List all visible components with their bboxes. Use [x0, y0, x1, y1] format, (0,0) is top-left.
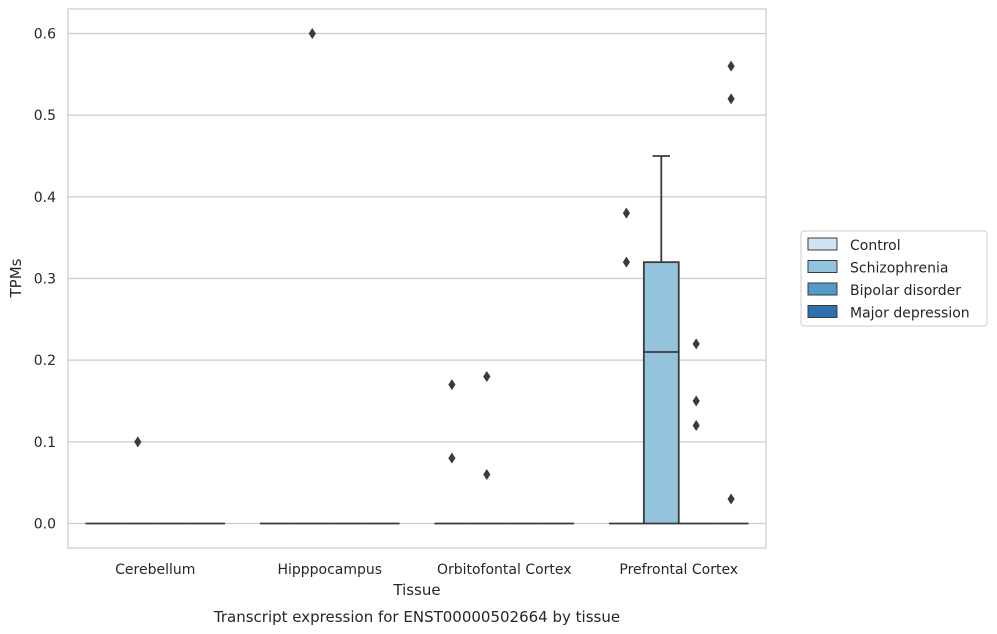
box-major-depression — [713, 60, 749, 525]
outlier-point — [448, 379, 456, 391]
outlier-point — [692, 338, 700, 350]
legend: Control Schizophrenia Bipolar disorder Majo… — [800, 230, 988, 327]
x-tick-label: Cerebellum — [115, 562, 195, 578]
box-control — [608, 207, 644, 525]
box-schizophrenia — [294, 28, 330, 525]
legend-swatch — [807, 237, 838, 251]
y-tick-label: 0.4 — [34, 190, 56, 206]
x-tick-label: Hipppocampus — [277, 562, 382, 578]
legend-swatch — [807, 305, 838, 318]
y-axis-label: TPMs — [7, 258, 25, 298]
x-axis-ticks: Cerebellum Hipppocampus Orbitofontal Corte… — [115, 562, 738, 578]
box-schizophrenia — [642, 155, 680, 525]
y-tick-label: 0.0 — [34, 517, 56, 533]
box-bipolar-disorder — [678, 338, 714, 525]
legend-item: Schizophrenia — [807, 260, 948, 277]
outlier-point — [727, 93, 735, 105]
box-control — [434, 379, 470, 525]
y-tick-label: 0.6 — [34, 27, 56, 43]
legend-label: Bipolar disorder — [850, 283, 961, 299]
legend-label: Control — [850, 238, 901, 254]
y-tick-label: 0.5 — [34, 108, 56, 124]
outlier-point — [727, 493, 735, 505]
plot-frame — [67, 8, 767, 549]
outlier-point — [692, 420, 700, 431]
chart-caption: Transcript expression for ENST0000050266… — [213, 608, 620, 626]
legend-swatch — [807, 282, 838, 296]
legend-item: Bipolar disorder — [807, 282, 961, 299]
box-schizophrenia — [469, 371, 505, 525]
outlier-point — [483, 371, 491, 382]
legend-label: Schizophrenia — [850, 261, 948, 277]
outlier-point — [483, 469, 491, 480]
x-tick-label: Orbitofontal Cortex — [437, 562, 572, 578]
box-iqr — [642, 261, 680, 525]
legend-item: Major depression — [807, 305, 970, 322]
legend-item: Control — [807, 237, 901, 254]
legend-swatch — [807, 260, 838, 273]
outlier-point — [622, 207, 630, 219]
legend-label: Major depression — [850, 306, 970, 322]
outlier-point — [134, 436, 142, 448]
y-tick-label: 0.3 — [34, 272, 56, 288]
box-schizophrenia — [120, 436, 156, 525]
outlier-point — [727, 60, 735, 72]
x-tick-label: Prefrontal Cortex — [619, 562, 738, 578]
x-axis-label: Tissue — [392, 581, 440, 599]
boxes — [85, 28, 749, 525]
outlier-point — [448, 452, 456, 464]
y-axis-ticks: 0.0 0.1 0.2 0.3 0.4 0.5 0.6 — [34, 27, 56, 533]
legend-frame — [800, 230, 988, 327]
outlier-point — [692, 395, 700, 407]
y-tick-label: 0.1 — [34, 435, 56, 451]
y-tick-label: 0.2 — [34, 353, 56, 369]
outlier-point — [622, 256, 630, 268]
outlier-point — [308, 28, 316, 39]
